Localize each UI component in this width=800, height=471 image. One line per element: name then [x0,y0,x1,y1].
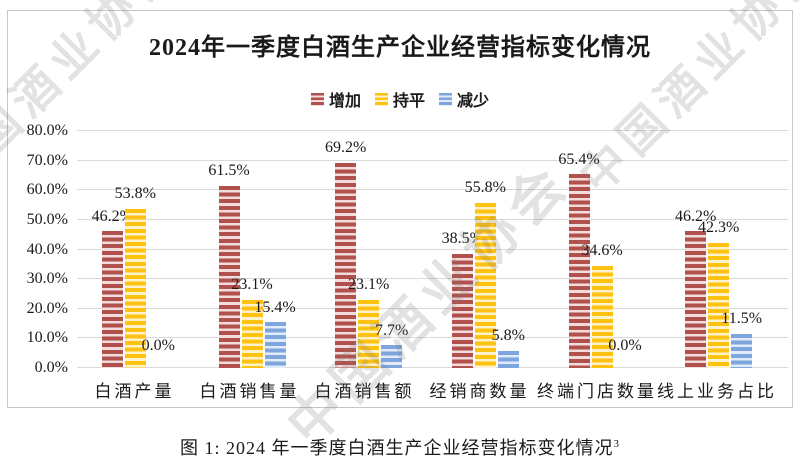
data-label: 23.1% [348,275,390,293]
gridline [77,218,788,220]
bar-增加-经销商数量: 38.5% [442,230,483,368]
legend-label-decrease: 减少 [457,93,490,110]
bar-减少-经销商数量: 5.8% [492,327,525,368]
bar-减少-线上业务占比: 11.5% [721,310,762,368]
data-label: 5.8% [491,327,526,345]
data-label: 15.4% [254,298,296,316]
data-label: 0.0% [141,337,175,355]
bar-group: 61.5% 23.1% 15.4% [194,131,311,368]
category-label: 终端门店数量 [537,382,657,401]
data-label: 46.2% [91,207,133,225]
gridline [77,189,788,191]
gridline [77,278,788,280]
gridline [77,367,788,368]
bar-group: 69.2% 23.1% 7.7% [310,131,427,368]
data-label: 34.6% [581,241,623,259]
data-label: 69.2% [325,139,367,157]
data-label: 11.5% [721,310,763,328]
data-label: 42.3% [698,219,740,237]
bar-group: 65.4% 34.6% 0.0% [544,131,661,368]
data-label: 0.0% [608,337,642,355]
increase-swatch-icon [310,92,324,106]
footnote-reference: 3 [613,438,620,450]
bar-持平-白酒销售量: 23.1% [231,276,273,368]
bar-减少-白酒销售量: 15.4% [254,299,296,368]
bar-group: 46.2% 42.3% 11.5% [660,131,777,368]
y-axis-tick-label: 40.0% [26,240,68,258]
data-label: 7.7% [375,321,409,339]
legend-item-decrease: 减少 [439,87,489,111]
figure-caption: 图 1: 2024 年一季度白酒生产企业经营指标变化情况3 [0,434,800,460]
category-label: 经销商数量 [429,382,530,401]
gridline [77,307,788,309]
y-axis-tick-label: 60.0% [26,181,68,199]
y-axis-tick-label: 70.0% [26,151,68,169]
bar-group: 38.5% 55.8% 5.8% [427,131,544,368]
bar-增加-终端门店数量: 65.4% [558,151,600,368]
clusters: 46.2% 53.8% 0.0% 61.5% 23.1% 15.4% 69.2% 23.1% 7… [77,131,777,368]
category-label: 线上业务占比 [657,382,777,401]
data-label: 55.8% [464,179,507,197]
category-label: 白酒销售额 [314,382,415,401]
legend-item-increase: 增加 [310,87,361,111]
y-axis-tick-label: 0.0% [34,359,68,376]
y-axis-tick-label: 50.0% [26,210,68,228]
data-label: 38.5% [441,230,484,248]
bar-持平-经销商数量: 55.8% [465,179,506,368]
chart-frame: 2024年一季度白酒生产企业经营指标变化情况 增加 持平 减少 46.2% 53.… [7,10,793,408]
figure-caption-text: 图 1: 2024 年一季度白酒生产企业经营指标变化情况 [180,438,614,458]
bar-持平-白酒销售额: 23.1% [348,276,389,368]
bar-group: 46.2% 53.8% 0.0% [77,131,194,368]
y-axis-tick-label: 30.0% [26,270,68,288]
data-label: 61.5% [208,162,250,180]
gridline [77,248,788,250]
plot-area: 46.2% 53.8% 0.0% 61.5% 23.1% 15.4% 69.2% 23.1% 7… [27,122,788,376]
bar-持平-白酒产量: 53.8% [115,185,156,368]
flat-swatch-icon [374,92,388,106]
y-axis-tick-label: 10.0% [26,329,68,347]
category-label: 白酒产量 [94,382,175,401]
category-label: 白酒销售量 [199,382,300,401]
data-label: 46.2% [675,207,717,225]
legend-label-flat: 持平 [392,93,425,110]
data-label: 53.8% [114,185,156,203]
bar-增加-白酒产量: 46.2% [92,208,133,368]
bar-持平-终端门店数量: 34.6% [581,242,623,368]
bar-增加-白酒销售额: 69.2% [325,139,366,368]
gridline [77,130,788,131]
legend-item-flat: 持平 [374,87,425,111]
y-axis-tick-label: 20.0% [26,299,68,317]
data-label: 65.4% [558,150,600,168]
bar-增加-线上业务占比: 46.2% [675,208,716,368]
gridline [77,159,788,161]
y-axis-tick-label: 80.0% [26,122,68,139]
bar-减少-白酒销售额: 7.7% [375,322,408,368]
gridline [77,337,788,339]
category-axis: 白酒产量 白酒销售量 白酒销售额 经销商数量 终端门店数量 线上业务占比 [77,377,777,402]
chart-title: 2024年一季度白酒生产企业经营指标变化情况 [149,35,651,61]
bar-持平-线上业务占比: 42.3% [698,219,739,368]
bar-增加-白酒销售量: 61.5% [208,162,250,368]
data-label: 23.1% [231,275,273,293]
decrease-swatch-icon [439,92,452,106]
legend-label-increase: 增加 [328,93,361,110]
legend: 增加 持平 减少 [8,87,792,111]
